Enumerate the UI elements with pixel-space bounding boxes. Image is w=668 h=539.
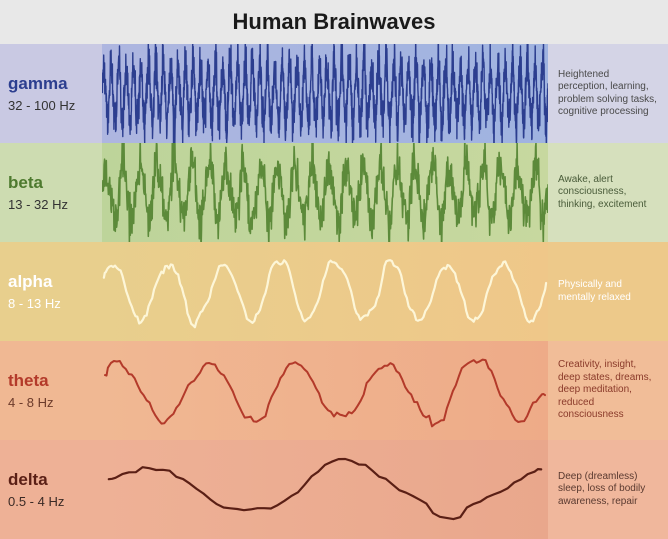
wave-col-theta [102, 341, 548, 440]
wave-row-beta: beta 13 - 32 Hz Awake, alert consciousness… [0, 143, 668, 242]
page-title: Human Brainwaves [233, 9, 436, 35]
wave-path-theta [105, 360, 545, 427]
wave-freq-alpha: 8 - 13 Hz [8, 296, 98, 311]
desc-col-delta: Deep (dreamless) sleep, loss of bodily a… [548, 440, 668, 539]
desc-col-theta: Creativity, insight, deep states, dreams… [548, 341, 668, 440]
wave-svg-gamma [102, 44, 548, 143]
wave-svg-alpha [102, 242, 548, 341]
wave-name-delta: delta [8, 470, 98, 490]
brainwave-rows: gamma 32 - 100 Hz Heightened perception, l… [0, 44, 668, 539]
label-col-gamma: gamma 32 - 100 Hz [0, 44, 102, 143]
wave-path-alpha [104, 260, 546, 327]
wave-name-gamma: gamma [8, 74, 98, 94]
wave-desc-theta: Creativity, insight, deep states, dreams… [558, 359, 660, 422]
wave-row-theta: theta 4 - 8 Hz Creativity, insight, deep s… [0, 341, 668, 440]
desc-col-gamma: Heightened perception, learning, problem… [548, 44, 668, 143]
wave-col-delta [102, 440, 548, 539]
wave-svg-delta [102, 440, 548, 539]
wave-desc-beta: Awake, alert consciousness, thinking, ex… [558, 174, 660, 212]
wave-row-gamma: gamma 32 - 100 Hz Heightened perception, l… [0, 44, 668, 143]
wave-path-delta [109, 459, 541, 519]
wave-desc-alpha: Physically and mentally relaxed [558, 279, 660, 304]
wave-col-gamma [102, 44, 548, 143]
wave-svg-beta [102, 143, 548, 242]
wave-col-alpha [102, 242, 548, 341]
wave-freq-gamma: 32 - 100 Hz [8, 98, 98, 113]
wave-path-gamma [102, 44, 548, 143]
wave-name-theta: theta [8, 371, 98, 391]
label-col-theta: theta 4 - 8 Hz [0, 341, 102, 440]
wave-desc-gamma: Heightened perception, learning, problem… [558, 69, 660, 119]
label-col-delta: delta 0.5 - 4 Hz [0, 440, 102, 539]
desc-col-beta: Awake, alert consciousness, thinking, ex… [548, 143, 668, 242]
wave-row-delta: delta 0.5 - 4 Hz Deep (dreamless) sleep, l… [0, 440, 668, 539]
wave-freq-delta: 0.5 - 4 Hz [8, 494, 98, 509]
title-bar: Human Brainwaves [0, 0, 668, 44]
wave-path-beta [102, 143, 548, 242]
wave-freq-beta: 13 - 32 Hz [8, 197, 98, 212]
wave-name-alpha: alpha [8, 272, 98, 292]
wave-col-beta [102, 143, 548, 242]
wave-freq-theta: 4 - 8 Hz [8, 395, 98, 410]
label-col-beta: beta 13 - 32 Hz [0, 143, 102, 242]
wave-name-beta: beta [8, 173, 98, 193]
wave-row-alpha: alpha 8 - 13 Hz Physically and mentally re… [0, 242, 668, 341]
label-col-alpha: alpha 8 - 13 Hz [0, 242, 102, 341]
wave-desc-delta: Deep (dreamless) sleep, loss of bodily a… [558, 471, 660, 509]
wave-svg-theta [102, 341, 548, 440]
desc-col-alpha: Physically and mentally relaxed [548, 242, 668, 341]
